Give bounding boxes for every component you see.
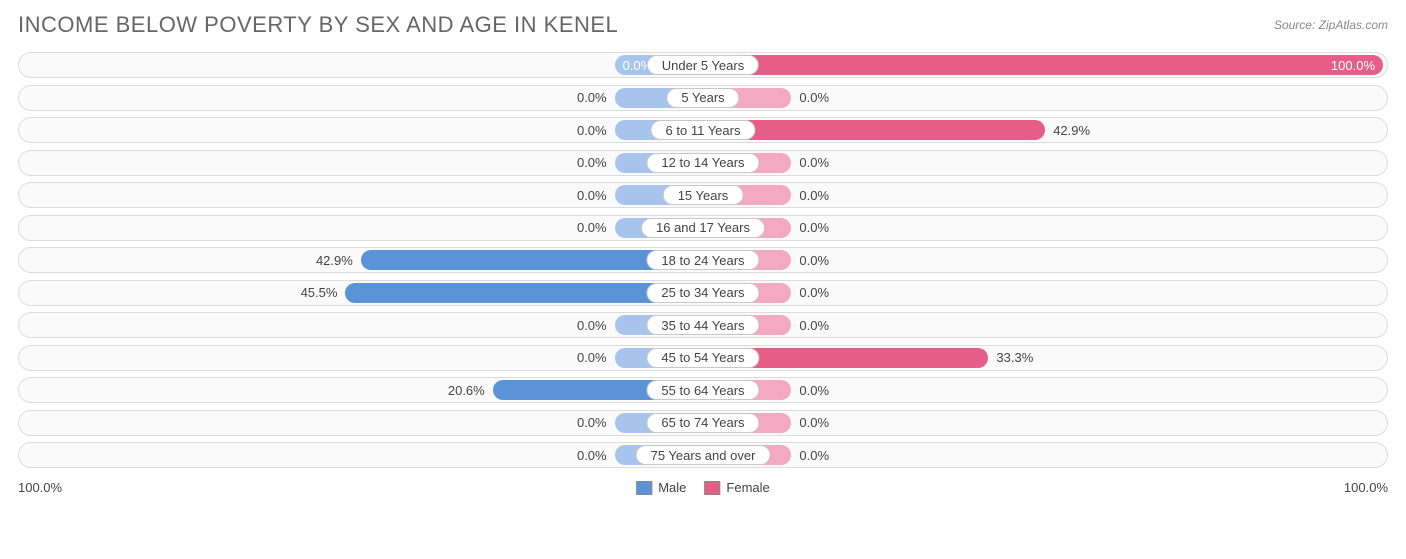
- legend-male-label: Male: [658, 480, 686, 495]
- female-value-label: 0.0%: [799, 88, 829, 108]
- male-value-label: 42.9%: [316, 250, 353, 270]
- legend-female-label: Female: [726, 480, 769, 495]
- male-swatch-icon: [636, 481, 652, 495]
- age-label-pill: 16 and 17 Years: [641, 218, 765, 238]
- age-label-pill: 65 to 74 Years: [646, 413, 759, 433]
- female-value-bar: [703, 55, 1383, 75]
- chart-row: 0.0%100.0%Under 5 Years: [18, 52, 1388, 78]
- chart-title: INCOME BELOW POVERTY BY SEX AND AGE IN K…: [18, 12, 618, 38]
- female-value-label: 0.0%: [799, 185, 829, 205]
- female-value-label: 0.0%: [799, 153, 829, 173]
- age-label-pill: 18 to 24 Years: [646, 250, 759, 270]
- legend: Male Female: [636, 480, 770, 495]
- chart-row: 0.0% 0.0% 15 Years: [18, 182, 1388, 208]
- male-value-label: 0.0%: [577, 315, 607, 335]
- age-label-pill: 15 Years: [663, 185, 744, 205]
- age-label-pill: 5 Years: [666, 88, 739, 108]
- chart-row: 0.0% 0.0% 65 to 74 Years: [18, 410, 1388, 436]
- diverging-bar-chart: 0.0%100.0%Under 5 Years0.0%0.0%5 Years0.…: [18, 52, 1388, 468]
- male-value-label: 0.0%: [577, 153, 607, 173]
- male-value-label: 20.6%: [448, 380, 485, 400]
- male-value-label: 0.0%: [577, 413, 607, 433]
- age-label-pill: 6 to 11 Years: [651, 120, 756, 140]
- male-value-label: 0.0%: [577, 185, 607, 205]
- female-swatch-icon: [704, 481, 720, 495]
- axis-left-label: 100.0%: [18, 480, 62, 495]
- male-value-label: 45.5%: [301, 283, 338, 303]
- age-label-pill: 25 to 34 Years: [646, 283, 759, 303]
- male-value-label: 0.0%: [577, 120, 607, 140]
- chart-row: 0.0% 0.0% 75 Years and over: [18, 442, 1388, 468]
- chart-row: 45.5% 0.0% 25 to 34 Years: [18, 280, 1388, 306]
- chart-row: 0.0% 0.0% 35 to 44 Years: [18, 312, 1388, 338]
- chart-row: 0.0% 42.9% 6 to 11 Years: [18, 117, 1388, 143]
- female-value-label: 42.9%: [1053, 120, 1090, 140]
- male-value-label: 0.0%: [577, 88, 607, 108]
- female-value-label: 100.0%: [1331, 55, 1375, 75]
- male-value-label: 0.0%: [577, 218, 607, 238]
- female-value-label: 0.0%: [799, 250, 829, 270]
- chart-row: 0.0% 0.0% 5 Years: [18, 85, 1388, 111]
- age-label-pill: 12 to 14 Years: [646, 153, 759, 173]
- legend-male: Male: [636, 480, 686, 495]
- chart-row: 0.0% 0.0% 16 and 17 Years: [18, 215, 1388, 241]
- axis-right-label: 100.0%: [1344, 480, 1388, 495]
- chart-row: 0.0% 33.3% 45 to 54 Years: [18, 345, 1388, 371]
- legend-female: Female: [704, 480, 769, 495]
- female-value-label: 0.0%: [799, 283, 829, 303]
- chart-row: 0.0% 0.0% 12 to 14 Years: [18, 150, 1388, 176]
- source-label: Source: ZipAtlas.com: [1274, 18, 1388, 32]
- female-value-label: 0.0%: [799, 445, 829, 465]
- age-label-pill: 35 to 44 Years: [646, 315, 759, 335]
- age-label-pill: 45 to 54 Years: [646, 348, 759, 368]
- female-value-label: 0.0%: [799, 413, 829, 433]
- chart-row: 42.9% 0.0% 18 to 24 Years: [18, 247, 1388, 273]
- female-value-label: 0.0%: [799, 218, 829, 238]
- chart-row: 20.6% 0.0% 55 to 64 Years: [18, 377, 1388, 403]
- male-value-label: 0.0%: [577, 348, 607, 368]
- female-value-label: 33.3%: [996, 348, 1033, 368]
- age-label-pill: Under 5 Years: [647, 55, 759, 75]
- female-value-label: 0.0%: [799, 380, 829, 400]
- female-value-label: 0.0%: [799, 315, 829, 335]
- age-label-pill: 75 Years and over: [636, 445, 771, 465]
- age-label-pill: 55 to 64 Years: [646, 380, 759, 400]
- male-value-label: 0.0%: [577, 445, 607, 465]
